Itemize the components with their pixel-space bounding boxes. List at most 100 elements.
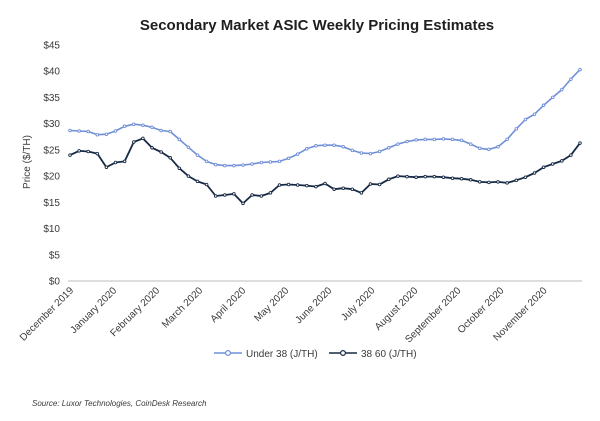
series-1-point — [204, 159, 209, 164]
series-2-point — [487, 180, 491, 185]
series-2-point — [168, 156, 172, 160]
series-1-point — [159, 128, 163, 133]
series-1-point — [295, 152, 300, 156]
series-2-point — [560, 159, 564, 163]
series-2-point — [323, 181, 327, 186]
series-2-point — [86, 149, 90, 154]
series-2-point — [541, 165, 546, 169]
x-tick-label: April 2020 — [209, 285, 249, 325]
series-2-point — [523, 175, 528, 179]
series-1-point — [523, 117, 528, 122]
series-1-point — [259, 160, 264, 165]
series-2-point — [414, 175, 418, 179]
series-1-point — [441, 137, 446, 141]
series-2-point — [377, 182, 382, 187]
series-2-point — [441, 175, 446, 179]
series-2-point — [350, 187, 355, 191]
series-2-point — [141, 136, 145, 141]
series-2-point — [213, 194, 218, 198]
series-1-point — [122, 124, 127, 129]
series-1-point — [532, 112, 537, 116]
series-2-point — [177, 166, 182, 170]
y-tick-label: $40 — [43, 67, 60, 78]
series-1-point — [277, 159, 282, 164]
series-1-point — [150, 125, 154, 130]
series-1-point — [468, 142, 473, 146]
series-1-point — [341, 144, 345, 149]
series-2-point — [295, 183, 300, 187]
series-2-point — [186, 174, 191, 178]
series-2-point — [514, 178, 519, 183]
series-2-point — [68, 153, 72, 157]
series-1-point — [86, 129, 90, 134]
series-2-point — [387, 177, 391, 182]
series-1-point — [241, 163, 245, 167]
series-1-point — [350, 148, 355, 153]
series-2-point — [578, 141, 582, 145]
series-2-point — [305, 183, 309, 188]
y-tick-label: $0 — [49, 277, 61, 288]
series-1-point — [387, 146, 391, 150]
legend-marker-under-38 — [225, 350, 232, 357]
series-1-point — [132, 122, 136, 126]
y-tick-label: $15 — [43, 198, 60, 209]
plot-area — [68, 67, 582, 206]
series-2-point — [232, 192, 236, 196]
series-2-point — [532, 171, 537, 175]
series-line-1 — [69, 69, 581, 167]
series-1-point — [423, 137, 427, 142]
series-1-point — [569, 77, 573, 81]
legend-marker-38-60 — [340, 350, 347, 357]
series-2-point — [368, 182, 373, 186]
series-1-point — [186, 145, 191, 150]
series-1-point — [496, 144, 500, 149]
y-axis-label: Price ($/TH) — [22, 135, 33, 189]
legend: Under 38 (J/TH) 38 60 (J/TH) — [214, 349, 417, 360]
x-tick-label: May 2020 — [252, 285, 291, 324]
y-tick-label: $30 — [43, 119, 60, 130]
series-2-point — [450, 176, 455, 180]
series-2-point — [423, 174, 427, 179]
series-line-2 — [69, 137, 581, 205]
series-1-point — [68, 128, 72, 133]
series-1-point — [177, 137, 182, 142]
series-2-point — [95, 151, 100, 156]
series-2-point — [268, 191, 273, 195]
series-1-point — [359, 151, 364, 155]
series-2-point — [396, 174, 400, 178]
y-tick-label: $10 — [43, 224, 60, 235]
series-2-point — [405, 174, 409, 179]
series-1-point — [332, 143, 336, 147]
x-tick-label: June 2020 — [294, 285, 335, 326]
series-1-point — [223, 163, 227, 168]
series-1-point — [250, 162, 254, 166]
series-2-point — [569, 153, 573, 157]
y-tick-label: $20 — [43, 172, 60, 183]
series-1-point — [478, 146, 482, 151]
series-2-point — [277, 183, 282, 187]
series-1-point — [396, 142, 400, 146]
series-1-point — [578, 67, 582, 72]
series-1-point — [323, 143, 327, 147]
series-1-point — [432, 137, 437, 142]
series-2-point — [122, 159, 127, 164]
series-1-point — [168, 129, 172, 134]
series-1-point — [77, 129, 81, 133]
series-2-point — [478, 180, 482, 184]
series-1-point — [268, 160, 273, 164]
series-2-point — [223, 193, 227, 197]
chart-title: Secondary Market ASIC Weekly Pricing Est… — [140, 17, 494, 34]
series-1-point — [450, 137, 455, 142]
x-tick-label: July 2020 — [339, 285, 377, 323]
series-2-point — [505, 181, 509, 185]
series-1-point — [514, 127, 519, 131]
x-tick-label: March 2020 — [160, 285, 205, 330]
x-tick-label: December 2019 — [18, 285, 76, 343]
series-1-point — [541, 103, 546, 108]
series-2-point — [314, 184, 318, 189]
series-2-point — [341, 186, 345, 190]
series-2-point — [432, 174, 437, 179]
series-2-point — [332, 187, 336, 191]
series-2-point — [468, 178, 473, 182]
